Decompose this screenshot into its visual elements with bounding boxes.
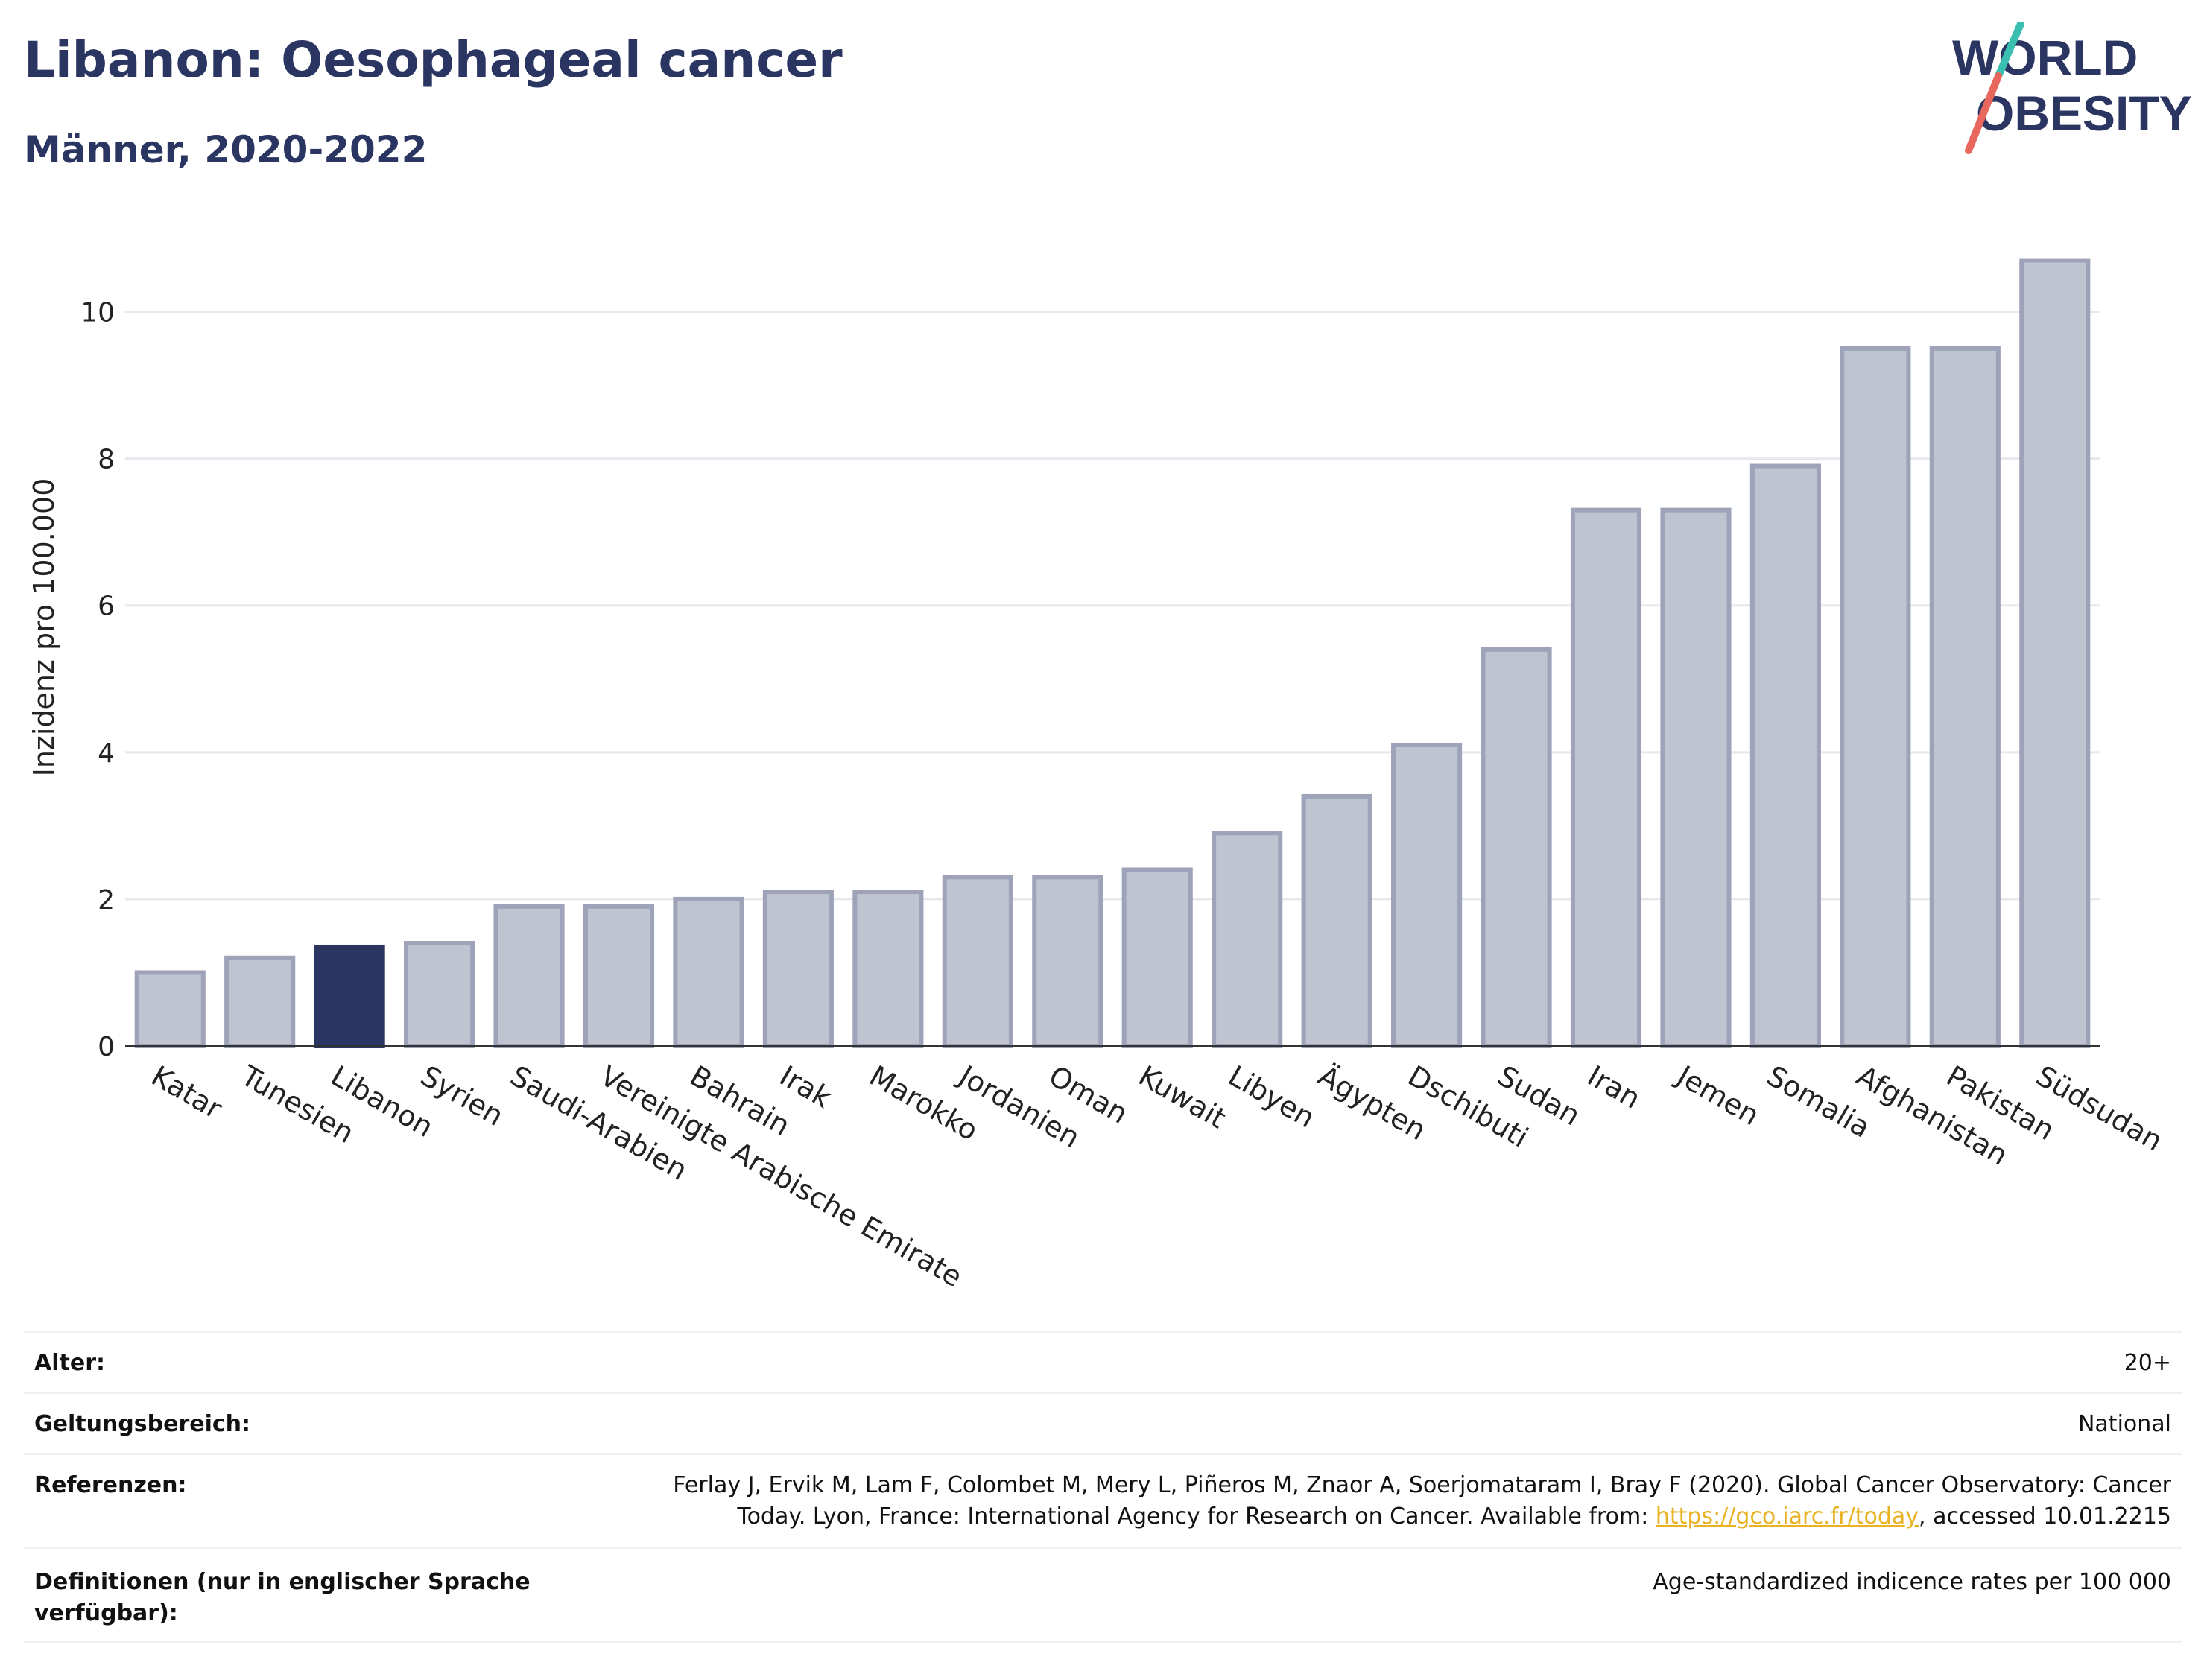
- definitions-label-line-2: verfügbar):: [34, 1600, 178, 1626]
- bar-17: [1660, 507, 1732, 1048]
- y-tick-label: 2: [98, 885, 115, 916]
- bar-7: [762, 890, 834, 1049]
- definitions-label-line-1: Definitionen (nur in englischer Sprache: [34, 1569, 531, 1595]
- meta-bottom-border: [24, 1641, 2182, 1643]
- bar-12: [1212, 831, 1283, 1048]
- bar-layer: [134, 258, 2091, 1049]
- bar-19: [1840, 346, 1911, 1048]
- x-tick-label: Kuwait: [1133, 1059, 1232, 1135]
- y-tick-label: 0: [98, 1032, 115, 1062]
- bar-3: [404, 941, 475, 1049]
- bar-18: [1749, 463, 1821, 1048]
- bar-15: [1481, 647, 1552, 1048]
- bar-16: [1570, 507, 1642, 1048]
- x-tick-label: Südsudan: [2030, 1059, 2168, 1158]
- references-label: Referenzen:: [34, 1472, 187, 1498]
- definitions-label: Definitionen (nur in englischer Sprache …: [34, 1567, 531, 1629]
- meta-row-scope: Geltungsbereich: National: [24, 1392, 2182, 1455]
- meta-row-age: Alter: 20+: [24, 1331, 2182, 1394]
- bar-1: [224, 955, 296, 1049]
- y-axis-label: Inzidenz pro 100.000: [28, 478, 60, 777]
- references-line-1: Ferlay J, Ervik M, Lam F, Colombet M, Me…: [673, 1472, 2171, 1498]
- bar-21: [2019, 258, 2091, 1049]
- scope-label: Geltungsbereich:: [34, 1411, 251, 1437]
- age-value: 20+: [2124, 1350, 2171, 1376]
- bar-20: [1929, 346, 2001, 1048]
- chart-title: Libanon: Oesophageal cancer: [24, 31, 843, 89]
- references-line-2: Today. Lyon, France: International Agenc…: [673, 1501, 2171, 1532]
- bar-11: [1121, 867, 1193, 1049]
- references-line-2-pre: Today. Lyon, France: International Agenc…: [737, 1503, 1656, 1530]
- y-tick-label: 6: [98, 592, 115, 622]
- y-tick-label: 10: [80, 298, 115, 329]
- bar-0: [134, 970, 206, 1049]
- scope-value: National: [2077, 1411, 2171, 1437]
- references-line-2-post: , accessed 10.01.2215: [1919, 1503, 2171, 1530]
- x-tick-label: Somalia: [1761, 1059, 1876, 1144]
- logo-slash-bottom: [1965, 72, 2002, 154]
- meta-row-references: Referenzen: Ferlay J, Ervik M, Lam F, Co…: [24, 1453, 2182, 1549]
- meta-row-definitions: Definitionen (nur in englischer Sprache …: [24, 1547, 2182, 1643]
- logo-slash-top: [1995, 22, 2024, 80]
- world-obesity-logo: WORLD OBESITY: [1952, 22, 2191, 154]
- y-tick-label: 4: [98, 738, 115, 769]
- bar-8: [852, 890, 924, 1049]
- x-tick-label: Libyen: [1223, 1059, 1320, 1135]
- logo-text-world: WORLD: [1952, 30, 2138, 85]
- age-label: Alter:: [34, 1350, 105, 1376]
- bar-4: [493, 904, 565, 1049]
- definitions-value: Age-standardized indicence rates per 100…: [1653, 1569, 2171, 1595]
- bar-6: [673, 896, 744, 1048]
- references-value: Ferlay J, Ervik M, Lam F, Colombet M, Me…: [673, 1470, 2171, 1532]
- bar-13: [1301, 793, 1372, 1048]
- logo-text-obesity: OBESITY: [1976, 86, 2191, 141]
- references-link[interactable]: https://gco.iarc.fr/today: [1655, 1503, 1919, 1530]
- bar-10: [1032, 875, 1103, 1048]
- chart-subtitle: Männer, 2020-2022: [24, 128, 428, 171]
- bar-5: [583, 904, 655, 1049]
- bar-14: [1391, 742, 1463, 1048]
- x-tick-label: Katar: [146, 1059, 228, 1126]
- y-tick-label: 8: [98, 445, 115, 475]
- x-tick-label: Jemen: [1671, 1059, 1765, 1132]
- bar-2: [314, 944, 385, 1048]
- bar-9: [942, 875, 1013, 1048]
- x-tick-label: Iran: [1582, 1059, 1646, 1115]
